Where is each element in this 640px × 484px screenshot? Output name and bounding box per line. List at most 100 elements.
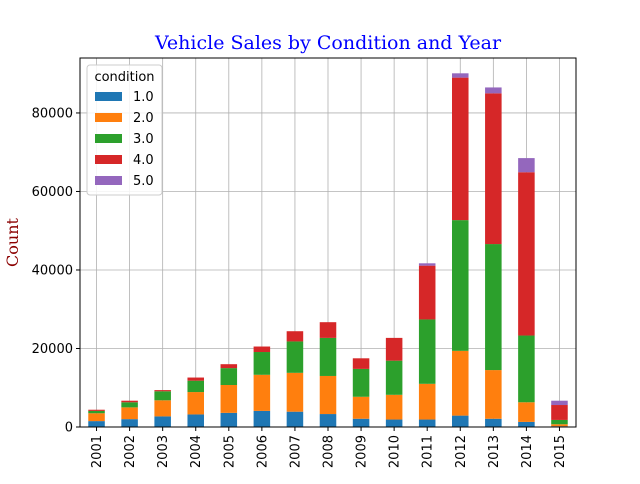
- bar-segment: [518, 158, 535, 173]
- bar-segment: [319, 375, 337, 415]
- bar-segment: [551, 419, 568, 425]
- bar-segment: [418, 265, 436, 320]
- x-tick-label: 2015: [553, 435, 568, 468]
- x-tick-label: 2006: [255, 435, 270, 468]
- bar-segment: [253, 352, 271, 375]
- x-tick-label: 2002: [123, 435, 138, 468]
- bar-segment: [220, 368, 238, 385]
- bar-segment: [154, 400, 171, 417]
- bar-segment: [154, 416, 171, 427]
- bar-segment: [551, 405, 568, 420]
- bar-segment: [187, 377, 204, 381]
- x-tick-label: 2014: [520, 435, 535, 468]
- bar-segment: [88, 413, 105, 422]
- bar-segment: [220, 412, 238, 427]
- bar-segment: [286, 411, 304, 427]
- bar-segment: [485, 370, 502, 419]
- bar-segment: [452, 350, 469, 416]
- x-tick-label: 2003: [156, 435, 171, 468]
- legend: condition 1.0 2.0 3.0 4.0 5.0: [86, 64, 163, 196]
- x-tick-label: 2013: [487, 435, 502, 468]
- chart-title: Vehicle Sales by Condition and Year: [154, 32, 502, 54]
- bar-segment: [551, 424, 568, 427]
- bar-segment: [485, 87, 502, 94]
- bar-segment: [319, 322, 337, 338]
- bar-segment: [187, 392, 204, 415]
- bar-segment: [286, 372, 304, 412]
- x-tick-label: 2005: [222, 435, 237, 468]
- legend-label: 2.0: [133, 111, 154, 126]
- bar-segment: [319, 414, 337, 427]
- bar-segment: [121, 402, 138, 408]
- bar-segment: [121, 419, 138, 427]
- bar-segment: [220, 364, 238, 369]
- bar-segment: [452, 220, 469, 351]
- bar-segment: [385, 419, 403, 427]
- x-tick-label: 2004: [189, 435, 204, 468]
- bar-segment: [253, 410, 271, 427]
- bar-segment: [352, 396, 370, 419]
- x-tick-label: 2009: [355, 435, 370, 468]
- legend-swatch: [95, 92, 122, 101]
- bar-segment: [385, 394, 403, 420]
- legend-swatch: [95, 176, 122, 185]
- bar-segment: [319, 337, 337, 376]
- y-axis-label: Count: [3, 217, 22, 266]
- bar-segment: [352, 418, 370, 427]
- bar-segment: [352, 368, 370, 397]
- legend-swatch: [95, 155, 122, 164]
- bar-segment: [154, 390, 171, 392]
- bar-segment: [220, 384, 238, 413]
- legend-swatch: [95, 134, 122, 143]
- bar-segment: [253, 346, 271, 353]
- legend-label: 5.0: [133, 174, 154, 189]
- bar-segment: [452, 77, 469, 221]
- bar-segment: [418, 419, 436, 427]
- x-tick-label: 2010: [388, 435, 403, 468]
- bars: [88, 73, 568, 427]
- bar-segment: [121, 407, 138, 420]
- bar-segment: [187, 414, 204, 427]
- axes: 0 20000 40000 60000 80000 2001 2002 2003 2004 200…: [32, 57, 577, 468]
- bar-segment: [518, 172, 535, 336]
- bar-segment: [88, 421, 105, 427]
- bar-segment: [485, 418, 502, 427]
- y-tick-label: 40000: [32, 263, 73, 278]
- bar-segment: [187, 380, 204, 393]
- bar-segment: [418, 383, 436, 420]
- bar-segment: [121, 400, 138, 403]
- bar-segment: [518, 335, 535, 403]
- bar-segment: [418, 263, 436, 266]
- bar-segment: [485, 244, 502, 371]
- legend-label: 4.0: [133, 153, 154, 168]
- y-tick-label: 80000: [32, 106, 73, 121]
- y-tick-label: 0: [65, 421, 73, 436]
- bar-segment: [452, 415, 469, 427]
- bar-segment: [352, 358, 370, 369]
- x-tick-label: 2007: [288, 435, 303, 468]
- bar-segment: [518, 402, 535, 422]
- bar-segment: [551, 400, 568, 406]
- legend-label: 3.0: [133, 132, 154, 147]
- bar-segment: [88, 409, 105, 411]
- bar-segment: [286, 331, 304, 342]
- y-tick-label: 60000: [32, 185, 73, 200]
- bar-segment: [485, 93, 502, 245]
- bar-segment: [286, 341, 304, 373]
- bar-segment: [385, 337, 403, 361]
- x-tick-label: 2008: [322, 435, 337, 468]
- x-tick-label: 2012: [454, 435, 469, 468]
- x-tick-label: 2011: [421, 435, 436, 468]
- legend-swatch: [95, 113, 122, 122]
- legend-title: condition: [94, 70, 154, 85]
- bar-segment: [518, 421, 535, 427]
- bar-segment: [253, 374, 271, 411]
- legend-label: 1.0: [133, 90, 154, 105]
- bar-segment: [88, 410, 105, 414]
- bar-segment: [385, 360, 403, 395]
- y-tick-label: 20000: [32, 342, 73, 357]
- bar-segment: [452, 73, 469, 78]
- bar-segment: [418, 319, 436, 384]
